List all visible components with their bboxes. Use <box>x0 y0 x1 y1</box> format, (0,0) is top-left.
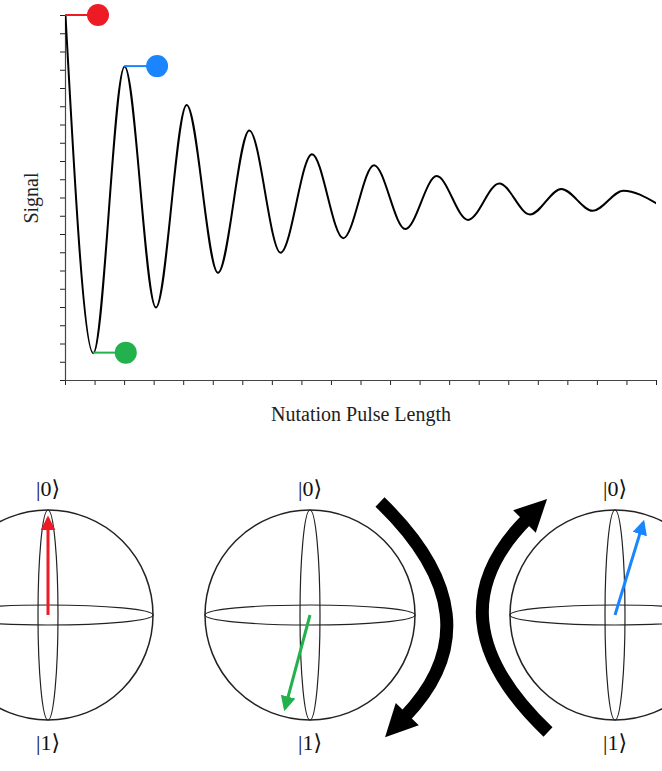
svg-text:|0⟩: |0⟩ <box>36 476 60 501</box>
svg-text:|0⟩: |0⟩ <box>298 476 322 501</box>
svg-text:Signal: Signal <box>20 172 43 224</box>
svg-text:|0⟩: |0⟩ <box>603 476 627 501</box>
svg-text:|1⟩: |1⟩ <box>603 730 627 755</box>
svg-text:|1⟩: |1⟩ <box>36 730 60 755</box>
svg-text:Nutation Pulse Length: Nutation Pulse Length <box>271 403 451 426</box>
svg-text:|1⟩: |1⟩ <box>298 730 322 755</box>
